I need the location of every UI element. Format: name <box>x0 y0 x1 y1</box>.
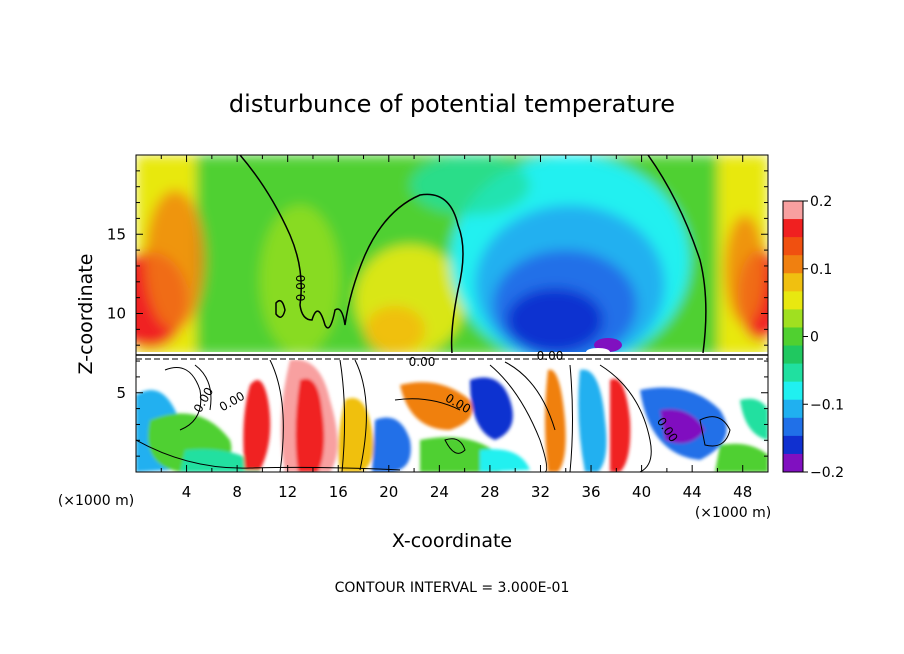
colorbar: 0.2 0.1 0 −0.1 −0.2 <box>782 194 844 481</box>
lower-contour-4 <box>339 359 346 472</box>
patch-yellow-mid <box>338 398 374 472</box>
x-tick-label: 36 <box>581 483 600 501</box>
y-tick-label: 5 <box>116 384 126 402</box>
x-tick-label: 28 <box>480 483 499 501</box>
y-axis-label: Z-coordinate <box>75 254 97 375</box>
patch-violet-right <box>660 409 705 444</box>
lower-colored-patches <box>136 359 768 472</box>
colorbar-swatch <box>783 435 803 455</box>
colorbar-swatch <box>783 237 803 256</box>
colorbar-swatch <box>783 345 803 365</box>
x-tick-label: 40 <box>632 483 651 501</box>
patch-cyan-center <box>480 449 530 472</box>
patch-green-right <box>715 443 768 472</box>
colorbar-swatch <box>783 399 803 419</box>
y-tick-label: 10 <box>107 305 126 323</box>
lower-contour-3 <box>269 359 284 472</box>
lower-contour-12 <box>136 439 401 471</box>
patch-red-mid-left <box>243 380 271 470</box>
colorbar-swatch <box>783 201 803 220</box>
lower-contour-2 <box>194 364 212 411</box>
patch-blue-center <box>470 377 513 440</box>
dark-blue-core <box>507 288 603 352</box>
colorbar-swatch <box>783 219 803 238</box>
right-orange-halo <box>725 215 765 325</box>
contour-interval-note: CONTOUR INTERVAL = 3.000E-01 <box>335 580 570 596</box>
x-axis: 4 8 12 16 20 24 28 32 36 40 44 48 <box>160 155 752 501</box>
chart-title: disturbunce of potential temperature <box>229 90 675 118</box>
colorbar-tick-label: −0.1 <box>810 397 844 413</box>
zero-contour-small-loop <box>275 299 286 318</box>
x-axis-label: X-coordinate <box>392 530 512 552</box>
contour-label-lower-5: 0.00 <box>537 349 564 363</box>
colorbar-tick-label: 0.1 <box>810 262 832 278</box>
patch-cyan-left <box>180 449 260 472</box>
central-orange-spot <box>365 306 425 354</box>
x-unit-label-left: (×1000 m) <box>58 493 134 509</box>
lower-contour-9 <box>599 364 652 472</box>
colorbar-swatch <box>783 381 803 401</box>
x-tick-label: 48 <box>733 483 752 501</box>
patch-blue-stripe <box>578 369 607 472</box>
y-tick-label: 15 <box>107 225 126 243</box>
lower-contour-7 <box>504 361 556 431</box>
patch-red-right <box>610 378 631 472</box>
lower-field <box>136 352 768 472</box>
interface-band <box>136 352 768 360</box>
patch-cyan-right <box>740 398 768 440</box>
colorbar-swatch <box>783 453 803 473</box>
patch-red-plume <box>295 378 325 472</box>
colorbar-swatch <box>783 291 803 310</box>
colorbar-swatch <box>783 363 803 383</box>
lower-contour-11 <box>444 438 466 454</box>
left-orange-halo <box>145 190 205 330</box>
patch-orange-stripe <box>545 369 566 472</box>
patch-blue-mid <box>372 417 411 472</box>
colorbar-tick-label: 0.2 <box>810 194 832 210</box>
plot-area: 0.00 0.00 0.00 0.00 0.00 0.00 0.00 <box>136 155 768 472</box>
zero-contours <box>239 155 707 354</box>
colorbar-tick-label: −0.2 <box>810 465 844 481</box>
colorbar-swatch <box>783 273 803 292</box>
colorbar-swatch <box>783 327 803 347</box>
upper-cyan-top <box>410 155 530 215</box>
y-axis: 5 10 15 <box>107 170 768 457</box>
x-tick-label: 24 <box>430 483 449 501</box>
x-tick-label: 44 <box>683 483 702 501</box>
x-tick-label: 12 <box>278 483 297 501</box>
lower-contour-lines <box>136 359 731 472</box>
x-tick-label: 32 <box>531 483 550 501</box>
contour-label-lower-3: 0.00 <box>409 355 436 369</box>
upper-field <box>136 155 768 365</box>
x-tick-label: 8 <box>232 483 242 501</box>
colorbar-swatch <box>783 417 803 437</box>
lower-contour-13 <box>394 398 461 411</box>
zero-contour-right <box>647 155 707 354</box>
x-tick-label: 4 <box>182 483 192 501</box>
lower-contour-5 <box>354 359 367 471</box>
zero-contour-left <box>239 155 464 354</box>
contour-label-upper: 0.00 <box>294 275 308 302</box>
x-tick-label: 16 <box>329 483 348 501</box>
colorbar-tick-label: 0 <box>810 330 819 346</box>
x-unit-label-right: (×1000 m) <box>695 505 771 521</box>
x-tick-label: 20 <box>379 483 398 501</box>
lower-contour-6 <box>489 364 548 472</box>
lower-contour-1 <box>164 367 202 431</box>
lower-contour-10 <box>699 416 731 447</box>
colorbar-swatch <box>783 255 803 274</box>
patch-orange-mid <box>400 382 473 430</box>
lower-contour-8 <box>569 364 573 472</box>
colorbar-swatch <box>783 309 803 328</box>
